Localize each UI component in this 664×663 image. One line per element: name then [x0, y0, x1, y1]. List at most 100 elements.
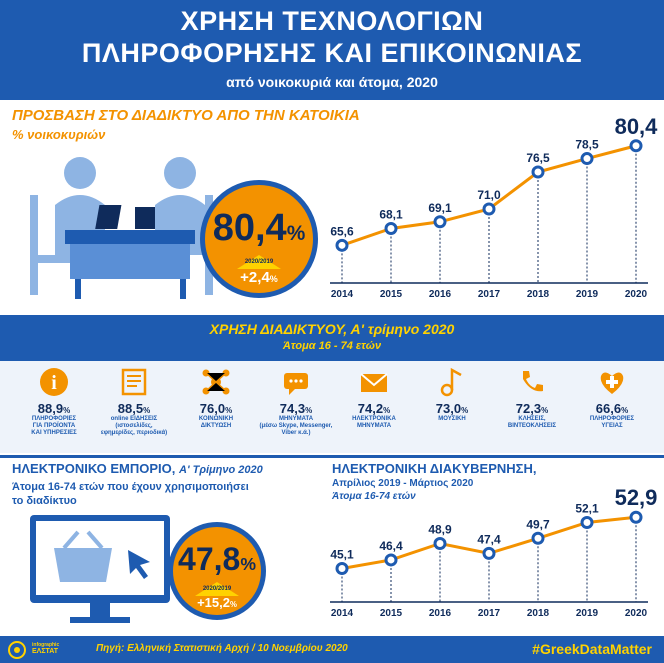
usage-value-number: 76,0: [199, 401, 226, 416]
email-icon: [360, 373, 388, 392]
egov-x-tick-label: 2014: [331, 608, 354, 619]
egov-population: Άτομα 16-74 ετών: [332, 491, 416, 502]
usage-item: 88,5% online ΕΙΔΗΣΕΙΣ (ιστοσελίδες, εφημερί…: [94, 361, 174, 437]
usage-strip: i 88,9% ΠΛΗΡΟΦΟΡΙΕΣ ΓΙΑ ΠΡΟΪΟΝΤΑ ΚΑΙ ΥΠΗΡΕΣΙ…: [0, 361, 664, 453]
monitor-basket-illustration: [30, 515, 170, 623]
ecommerce-change-value: +15,2: [197, 595, 230, 610]
usage-value-number: 66,6: [595, 401, 622, 416]
access-point: [433, 215, 447, 229]
usage-value-number: 88,5: [117, 401, 144, 416]
access-title: ΠΡΟΣΒΑΣΗ ΣΤΟ ΔΙΑΔΙΚΤΥΟ ΑΠΟ ΤΗΝ ΚΑΤΟΙΚΙΑ: [12, 107, 360, 124]
ecommerce-change-period: 2020/2019: [202, 586, 232, 592]
egov-x-tick-label: 2017: [478, 608, 501, 619]
usage-item-value: 76,0%: [176, 401, 256, 416]
usage-item-label: εφημερίδες, περιοδικά): [100, 430, 168, 436]
egov-period: Απρίλιος 2019 - Μάρτιος 2020: [332, 478, 474, 489]
egov-point: [629, 510, 643, 524]
svg-text:i: i: [51, 372, 57, 394]
egov-x-tick-label: 2019: [576, 608, 599, 619]
usage-item-value: 74,3%: [256, 401, 336, 416]
usage-value-number: 88,9: [37, 401, 64, 416]
music-icon: [440, 367, 462, 397]
egov-point: [335, 561, 349, 575]
usage-value-unit: %: [63, 406, 71, 415]
ecommerce-highlight-badge: 47,8% 2020/2019 +15,2%: [168, 522, 266, 620]
egov-data-label: 48,9: [428, 523, 452, 537]
usage-value-unit: %: [305, 406, 313, 415]
usage-item-label: ΠΛΗΡΟΦΟΡΙΕΣ: [589, 416, 635, 422]
usage-item-label: ΜΗΝΥΜΑΤΑ: [278, 416, 314, 422]
up-triangle-icon: 2020/2019: [195, 582, 239, 596]
egov-x-tick-label: 2018: [527, 608, 550, 619]
news-icon: [121, 368, 147, 396]
usage-item-label: online ΕΙΔΗΣΕΙΣ: [110, 416, 158, 422]
access-data-label: 65,6: [330, 224, 354, 238]
usage-item-label: ΒΙΝΤΕΟΚΛΗΣΕΙΣ: [507, 423, 557, 429]
footer: infographic ΕΛΣΤΑΤ Πηγή: Ελληνική Στατιστ…: [0, 636, 664, 663]
access-x-tick-label: 2014: [331, 289, 354, 300]
access-point: [629, 139, 643, 153]
egov-data-label: 46,4: [379, 539, 403, 553]
access-change-value: +2,4: [240, 269, 270, 286]
ecommerce-title-period: Α' Τρίμηνο 2020: [179, 464, 263, 476]
access-change-period: 2020/2019: [244, 259, 274, 265]
usage-item-label: ΜΗΝΥΜΑΤΑ: [356, 423, 392, 429]
hashtag[interactable]: #GreekDataMatter: [532, 641, 652, 657]
usage-item: 76,0% ΚΟΙΝΩΝΙΚΗ ΔΙΚΤΥΩΣΗ: [176, 361, 256, 430]
usage-item-label: ΚΟΙΝΩΝΙΚΗ: [198, 416, 234, 422]
usage-item-label: Viber κ.ά.): [281, 430, 311, 436]
access-data-label: 80,4: [615, 114, 659, 139]
source-text: Πηγή: Ελληνική Στατιστική Αρχή / 10 Νοεμ…: [96, 643, 348, 654]
usage-banner: ΧΡΗΣΗ ΔΙΑΔΙΚΤΥΟΥ, Α' τρίμηνο 2020 Άτομα …: [0, 315, 664, 361]
egov-line-chart: 45,1 2014 46,4 2015 48,9 2016 47,4 2017 49,7 2018…: [320, 470, 660, 637]
usage-value-unit: %: [621, 406, 629, 415]
usage-value-unit: %: [383, 406, 391, 415]
usage-item-value: 88,5%: [94, 401, 174, 416]
access-highlight-unit: %: [286, 222, 306, 245]
logo-text: infographic ΕΛΣΤΑΤ: [32, 642, 59, 656]
egov-data-label: 45,1: [330, 547, 354, 561]
usage-item-label: (μέσω Skype, Messenger,: [259, 423, 333, 429]
egov-title: ΗΛΕΚΤΡΟΝΙΚΗ ΔΙΑΚΥΒΕΡΝΗΣΗ,: [332, 461, 537, 476]
egov-x-tick-label: 2020: [625, 608, 648, 619]
usage-item-label: ΚΛΗΣΕΙΣ,: [518, 416, 546, 422]
access-highlight-badge: 80,4% 2020/2019 +2,4%: [200, 180, 318, 298]
section-divider: [0, 455, 664, 458]
usage-value-number: 74,3: [279, 401, 306, 416]
call-icon: [523, 371, 543, 392]
egov-point: [531, 531, 545, 545]
access-data-label: 76,5: [526, 151, 550, 165]
access-chart-svg: 65,6 2014 68,1 2015 69,1 2016 71,0 2017 76,5 2018…: [330, 114, 659, 300]
access-point: [482, 202, 496, 216]
usage-item-value: 88,9%: [14, 401, 94, 416]
ecommerce-subtitle: Άτομα 16-74 ετών που έχουν χρησιμοποιήσε…: [12, 481, 249, 507]
usage-item: 72,3% ΚΛΗΣΕΙΣ, ΒΙΝΤΕΟΚΛΗΣΕΙΣ: [492, 361, 572, 430]
egov-x-tick-label: 2016: [429, 608, 452, 619]
access-data-label: 69,1: [428, 201, 452, 215]
usage-item-label: ΗΛΕΚΤΡΟΝΙΚΑ: [352, 416, 396, 422]
header-banner: ΧΡΗΣΗ ΤΕΧΝΟΛΟΓΙΩΝ ΠΛΗΡΟΦΟΡΗΣΗΣ ΚΑΙ ΕΠΙΚΟ…: [0, 0, 664, 100]
usage-value-unit: %: [461, 406, 469, 415]
access-x-tick-label: 2018: [527, 289, 550, 300]
usage-item: 74,3% ΜΗΝΥΜΑΤΑ (μέσω Skype, Messenger, Vibe…: [256, 361, 336, 437]
usage-item-label: ΚΑΙ ΥΠΗΡΕΣΙΕΣ: [31, 430, 77, 436]
usage-item-label: ΥΓΕΙΑΣ: [601, 423, 623, 429]
access-x-tick-label: 2017: [478, 289, 501, 300]
usage-item-label: (ιστοσελίδες,: [115, 423, 153, 429]
egov-point: [433, 537, 447, 551]
access-point: [580, 152, 594, 166]
egov-data-label: 47,4: [477, 532, 501, 546]
access-x-tick-label: 2020: [625, 289, 648, 300]
egov-point: [580, 515, 594, 529]
access-x-tick-label: 2016: [429, 289, 452, 300]
usage-item: 74,2% ΗΛΕΚΤΡΟΝΙΚΑ ΜΗΝΥΜΑΤΑ: [334, 361, 414, 430]
usage-item: 73,0% ΜΟΥΣΙΚΗ: [412, 361, 492, 423]
logo-line1: infographic: [32, 642, 60, 648]
egov-point: [482, 546, 496, 560]
usage-item-label: ΓΙΑ ΠΡΟΪΟΝΤΑ: [32, 423, 76, 429]
access-subtitle: % νοικοκυριών: [12, 127, 106, 142]
ecommerce-highlight-unit: %: [240, 554, 256, 574]
access-highlight-value: 80,4: [212, 207, 287, 249]
access-point: [335, 238, 349, 252]
page-title-line1: ΧΡΗΣΗ ΤΕΧΝΟΛΟΓΙΩΝ: [180, 6, 484, 36]
